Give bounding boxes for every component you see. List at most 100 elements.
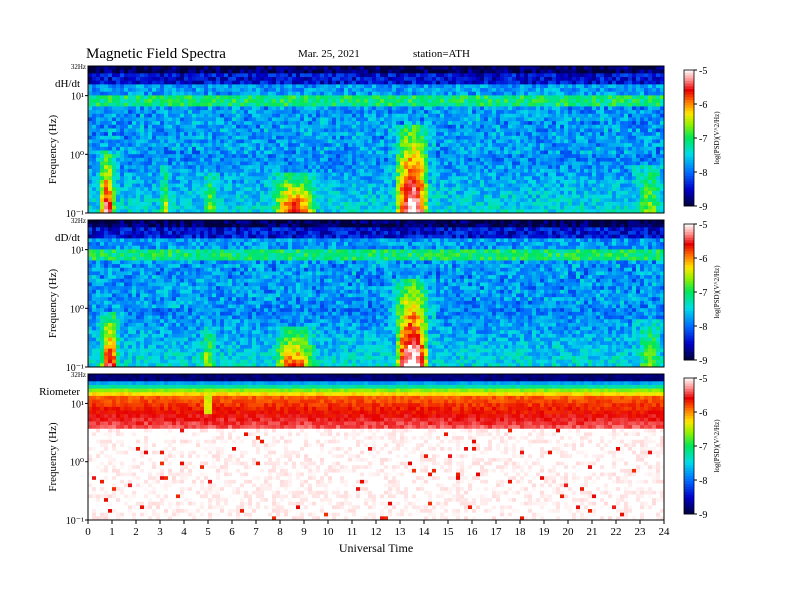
heat-cell (252, 165, 257, 170)
heat-cell (372, 146, 377, 151)
heat-cell (552, 205, 557, 210)
heat-cell (480, 106, 485, 111)
heat-cell (460, 132, 465, 137)
heat-cell (428, 135, 433, 140)
heat-cell (352, 168, 357, 173)
heat-cell (476, 146, 481, 151)
heat-cell (240, 73, 245, 78)
heat-cell (192, 183, 197, 188)
heat-cell (132, 95, 137, 100)
heat-cell (112, 99, 117, 104)
heat-cell (560, 179, 565, 185)
heat-cell (164, 183, 169, 188)
heat-cell (432, 124, 437, 129)
heat-cell (260, 66, 265, 71)
heat-cell (296, 146, 301, 151)
heat-cell (172, 135, 177, 140)
heat-cell (200, 95, 205, 100)
heat-cell (532, 106, 537, 111)
heat-cell (296, 80, 301, 85)
heat-cell (432, 132, 437, 137)
heat-cell (472, 110, 477, 115)
heat-cell (476, 201, 481, 207)
heat-cell (328, 176, 333, 181)
heat-cell (564, 183, 569, 188)
heat-cell (388, 143, 393, 148)
heat-cell (472, 168, 477, 173)
heat-cell (424, 84, 429, 89)
heat-cell (128, 198, 133, 203)
heat-cell (568, 69, 573, 74)
heat-cell (308, 154, 313, 159)
heat-cell (232, 69, 237, 74)
heat-cell (440, 66, 445, 71)
heat-cell (152, 84, 157, 89)
heat-cell (500, 179, 505, 185)
heat-cell (556, 99, 561, 104)
heat-cell (492, 201, 497, 207)
heat-cell (404, 135, 409, 140)
heat-cell (544, 172, 549, 177)
heat-cell (504, 187, 509, 192)
heat-cell (356, 69, 361, 74)
heat-cell (140, 80, 145, 85)
heat-cell (328, 161, 333, 166)
heat-cell (456, 113, 461, 118)
heat-cell (224, 80, 229, 85)
heat-cell (468, 73, 473, 78)
heat-cell (276, 179, 281, 185)
heat-cell (448, 84, 453, 89)
heat-cell (108, 146, 113, 151)
heat-cell (372, 88, 377, 93)
heat-cell (200, 121, 205, 126)
heat-cell (252, 77, 257, 82)
heat-cell (248, 201, 253, 207)
heat-cell (228, 88, 233, 93)
heat-cell (236, 99, 241, 104)
heat-cell (484, 198, 489, 203)
heat-cell (252, 80, 257, 85)
heat-cell (316, 84, 321, 89)
heat-cell (296, 128, 301, 133)
heat-cell (152, 205, 157, 210)
heat-cell (232, 121, 237, 126)
heat-cell (136, 139, 141, 144)
heat-cell (456, 84, 461, 89)
heat-cell (432, 84, 437, 89)
heat-cell (288, 154, 293, 159)
heat-cell (524, 77, 529, 82)
heat-cell (516, 80, 521, 85)
heat-cell (460, 143, 465, 148)
heat-cell (308, 135, 313, 140)
heat-cell (300, 132, 305, 137)
heat-cell (424, 205, 429, 210)
heat-cell (300, 69, 305, 74)
heat-cell (136, 84, 141, 89)
heat-cell (292, 179, 297, 185)
heat-cell (344, 80, 349, 85)
heat-cell (112, 172, 117, 177)
heat-cell (92, 143, 97, 148)
heat-cell (352, 128, 357, 133)
heat-cell (548, 132, 553, 137)
heat-cell (444, 88, 449, 93)
heat-cell (384, 77, 389, 82)
heat-cell (172, 91, 177, 96)
heat-cell (228, 99, 233, 104)
heat-cell (172, 132, 177, 137)
heat-cell (464, 198, 469, 203)
heat-cell (256, 88, 261, 93)
heat-cell (144, 84, 149, 89)
heat-cell (208, 176, 213, 181)
heat-cell (444, 117, 449, 122)
heat-cell (324, 110, 329, 115)
heat-cell (392, 198, 397, 203)
heat-cell (96, 146, 101, 151)
heat-cell (436, 110, 441, 115)
heat-cell (564, 146, 569, 151)
heat-cell (556, 106, 561, 111)
heat-cell (176, 179, 181, 185)
heat-cell (168, 190, 173, 196)
heat-cell (248, 106, 253, 111)
heat-cell (472, 80, 477, 85)
